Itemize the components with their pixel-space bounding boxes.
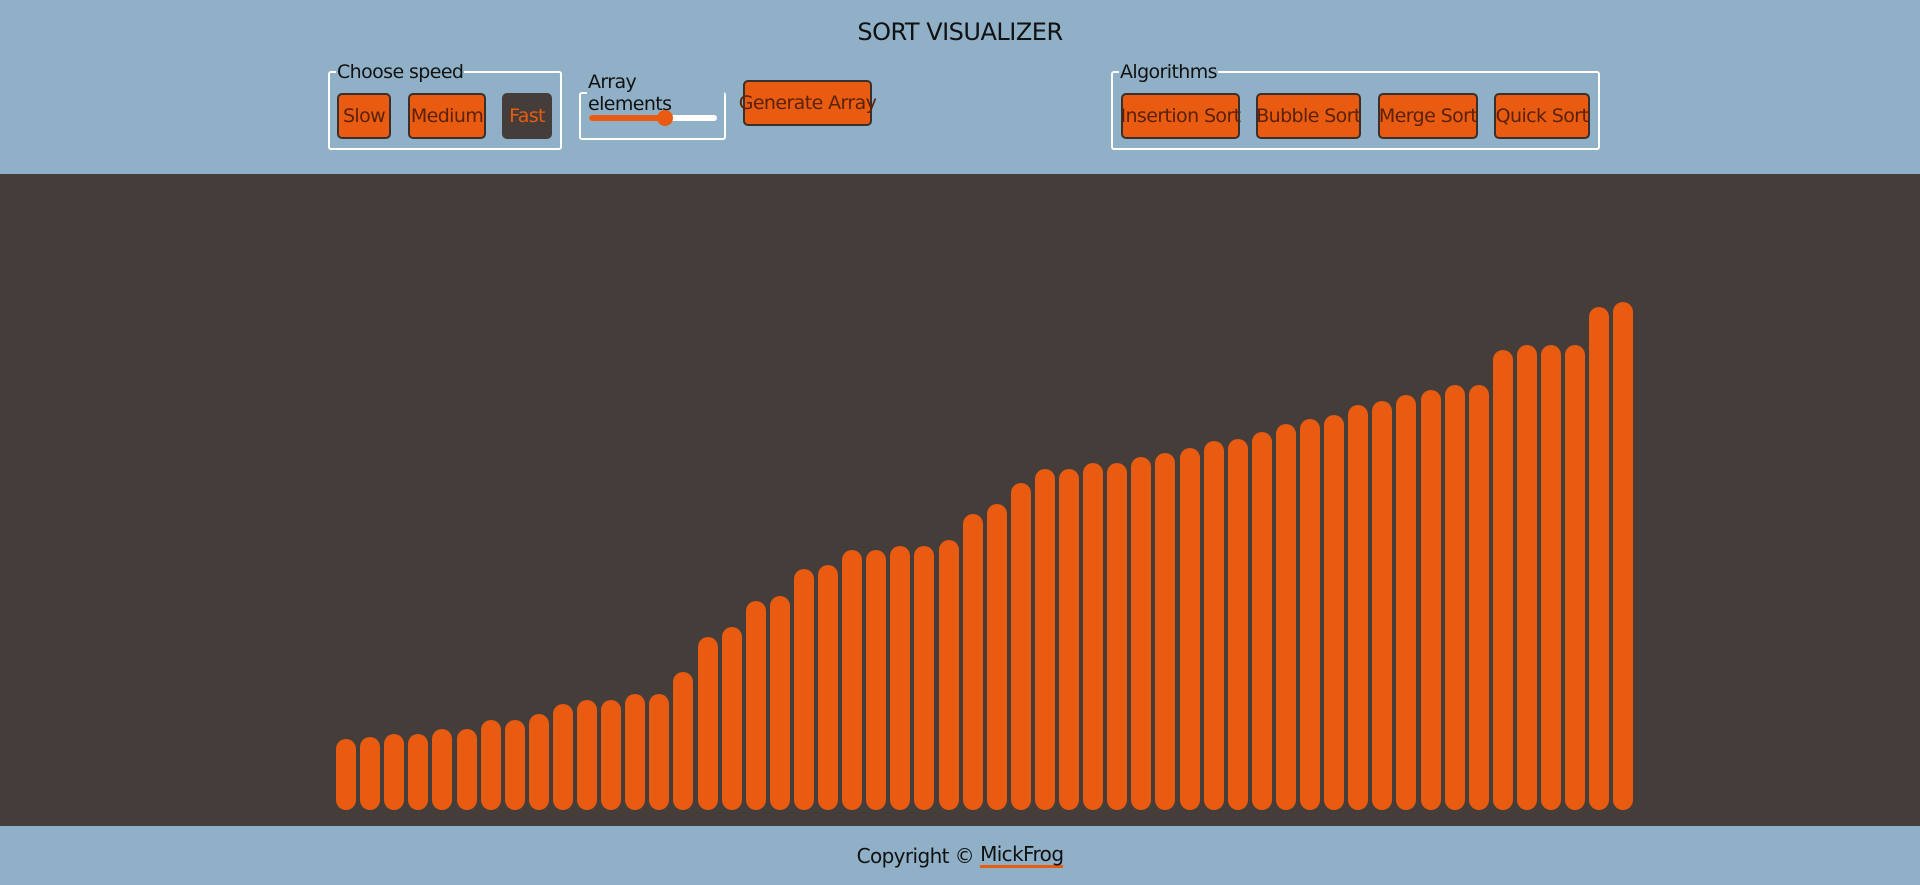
page-title: SORT VISUALIZER xyxy=(857,18,1063,46)
array-bar xyxy=(1059,468,1079,810)
array-bar xyxy=(1420,389,1441,810)
array-bar xyxy=(504,719,525,810)
quick-sort-button[interactable]: Quick Sort xyxy=(1494,93,1590,139)
array-bar xyxy=(818,564,838,810)
array-bar xyxy=(1372,401,1393,810)
array-bar xyxy=(986,504,1007,810)
speed-medium-button[interactable]: Medium xyxy=(408,93,486,139)
array-bar xyxy=(625,693,646,810)
author-link[interactable]: MickFrog xyxy=(980,842,1064,868)
array-bar xyxy=(528,714,549,810)
array-bar xyxy=(1396,395,1417,810)
array-bar xyxy=(1155,453,1176,810)
array-bar xyxy=(721,626,742,810)
array-bar xyxy=(432,728,453,810)
speed-slow-button[interactable]: Slow xyxy=(337,93,391,139)
array-bar xyxy=(1541,345,1561,810)
footer: Copyright © MickFrog xyxy=(0,826,1920,885)
slider-fill xyxy=(589,115,665,121)
array-bar xyxy=(1083,462,1104,810)
top-header: SORT VISUALIZER Choose speed Slow Medium… xyxy=(0,0,1920,174)
array-bar xyxy=(962,513,983,810)
array-bar xyxy=(1589,306,1610,810)
array-bar xyxy=(1179,448,1200,810)
array-bar xyxy=(842,550,863,810)
array-bar xyxy=(769,595,790,810)
array-bar xyxy=(1516,345,1537,810)
array-bar xyxy=(1468,384,1489,810)
array-bar xyxy=(938,539,959,810)
array-bar xyxy=(384,734,405,810)
array-bar xyxy=(480,719,501,810)
array-bar xyxy=(1348,405,1369,810)
array-bar xyxy=(1034,468,1055,810)
algorithms-legend: Algorithms xyxy=(1120,61,1218,83)
array-bar xyxy=(649,693,670,810)
merge-sort-button[interactable]: Merge Sort xyxy=(1378,93,1478,139)
array-bar xyxy=(1300,418,1320,810)
array-bar xyxy=(1010,483,1031,810)
array-size-legend: Array elements xyxy=(588,71,672,115)
array-bar xyxy=(890,545,911,810)
array-bar xyxy=(697,637,718,810)
visualizer-stage xyxy=(0,174,1920,826)
bubble-sort-button[interactable]: Bubble Sort xyxy=(1256,93,1361,139)
array-bar xyxy=(360,737,381,810)
array-bar xyxy=(745,600,766,810)
array-bar xyxy=(1227,438,1248,810)
array-bar xyxy=(456,728,477,810)
array-bar xyxy=(577,699,597,810)
array-bar xyxy=(1444,384,1465,810)
speed-legend: Choose speed xyxy=(337,61,464,83)
array-bar xyxy=(1492,350,1513,810)
array-bar xyxy=(1324,414,1345,810)
speed-fast-button[interactable]: Fast xyxy=(502,93,552,139)
array-bar xyxy=(1131,457,1152,810)
generate-array-button[interactable]: Generate Array xyxy=(739,80,877,126)
array-bar xyxy=(866,550,887,810)
array-bar xyxy=(601,699,622,810)
array-bar xyxy=(1203,440,1224,810)
array-bar xyxy=(552,703,573,810)
slider-thumb[interactable] xyxy=(656,110,673,126)
array-bar xyxy=(1613,302,1634,810)
array-bar xyxy=(914,545,935,810)
copyright-text: Copyright © xyxy=(856,843,975,868)
array-bar xyxy=(1251,432,1272,810)
array-bar xyxy=(1565,345,1586,810)
bars-container xyxy=(0,174,1920,826)
array-size-slider[interactable] xyxy=(589,110,717,126)
array-bar xyxy=(408,734,429,810)
insertion-sort-button[interactable]: Insertion Sort xyxy=(1120,93,1241,139)
speed-group: Choose speed xyxy=(328,61,562,150)
array-bar xyxy=(673,671,694,810)
array-bar xyxy=(1107,462,1128,810)
array-bar xyxy=(336,739,356,810)
array-bar xyxy=(1275,424,1296,810)
array-bar xyxy=(793,568,814,810)
array-size-group: Array elements xyxy=(579,71,726,140)
algorithms-group: Algorithms xyxy=(1111,61,1600,150)
